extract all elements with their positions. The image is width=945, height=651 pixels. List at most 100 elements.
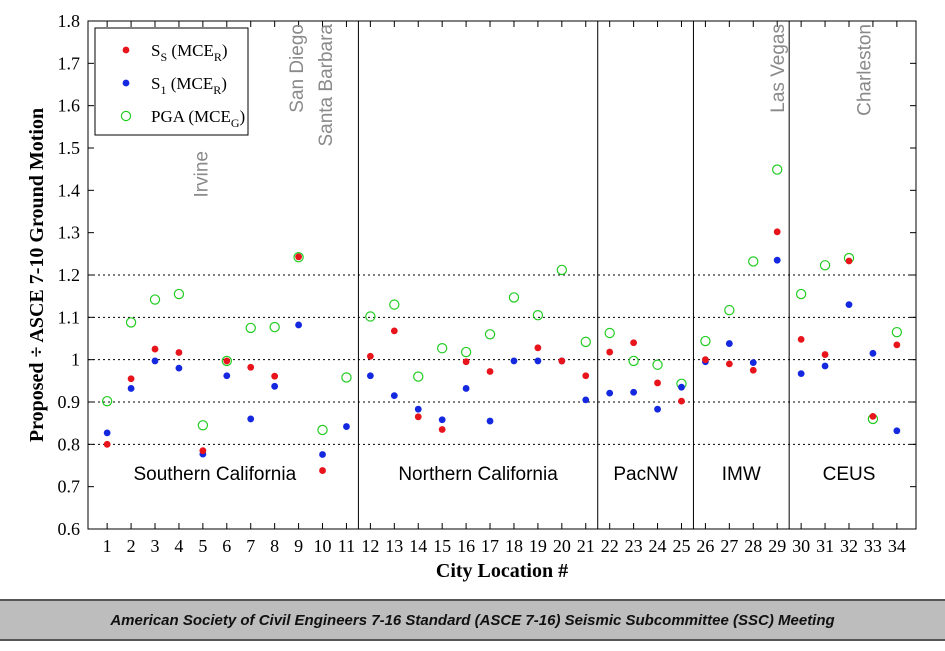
- region-labels: Southern California Northern California Pa…: [134, 464, 876, 485]
- data-point-s1: [869, 349, 877, 357]
- data-point-pga: [724, 304, 735, 316]
- data-point-s1: [390, 392, 398, 400]
- y-tick-label: 1.2: [58, 265, 81, 285]
- data-point-s1: [223, 372, 231, 380]
- legend-box: [94, 27, 249, 136]
- city-annotation: Las Vegas: [768, 24, 789, 113]
- x-tick-label: 30: [792, 536, 810, 556]
- region-label: PacNW: [613, 464, 677, 485]
- y-tick-label: 1.8: [58, 11, 81, 31]
- y-tick-label: 1.3: [58, 223, 81, 243]
- data-point-s1: [414, 405, 422, 413]
- data-point-ss: [893, 341, 901, 349]
- y-tick-label: 1.5: [58, 138, 81, 158]
- x-tick-label: 20: [553, 536, 571, 556]
- x-tick-label: 29: [768, 536, 786, 556]
- data-point-s1: [725, 340, 733, 347]
- footer-banner: American Society of Civil Engineers 7-16…: [0, 599, 945, 641]
- data-point-s1: [893, 427, 901, 435]
- data-point-pga: [700, 335, 711, 347]
- data-point-ss: [247, 363, 255, 371]
- y-tick-label: 0.7: [58, 477, 81, 497]
- y-tick-label: 0.9: [58, 392, 81, 412]
- y-axis-ticks: 0.6 0.7 0.8 0.9 1 1.1 1.2 1.3 1.4 1.5 1.6 1.7 1.8: [58, 11, 916, 539]
- legend-entry-label: SS (MCER): [151, 41, 228, 64]
- city-annotation: Charleston: [854, 24, 875, 116]
- x-tick-label: 28: [744, 536, 762, 556]
- data-point-s1: [606, 389, 614, 397]
- data-point-pga: [628, 355, 639, 367]
- y-tick-label: 1.6: [58, 96, 81, 116]
- data-point-s1: [510, 357, 518, 365]
- data-point-s1: [343, 423, 350, 430]
- data-point-ss: [773, 228, 781, 236]
- region-dividers: [357, 21, 790, 529]
- x-tick-label: 13: [385, 536, 403, 556]
- data-point-pga: [556, 264, 568, 276]
- x-tick-label: 24: [649, 536, 667, 556]
- x-tick-label: 9: [294, 536, 303, 556]
- data-point-s1: [319, 451, 326, 458]
- x-tick-label: 19: [529, 536, 547, 556]
- x-tick-label: 31: [816, 536, 834, 556]
- data-point-pga: [389, 299, 400, 310]
- data-point-ss: [630, 339, 638, 347]
- data-point-pga: [365, 311, 376, 322]
- x-tick-label: 18: [505, 536, 523, 556]
- data-point-pga: [101, 395, 113, 407]
- data-point-ss: [821, 351, 829, 358]
- legend: SS (MCER) S1 (MCER) PGA (MCEG): [94, 27, 249, 136]
- y-axis-title: Proposed ÷ ASCE 7-10 Ground Motion: [26, 108, 48, 442]
- data-point-ss: [606, 348, 614, 356]
- y-tick-label: 1.1: [58, 307, 81, 327]
- data-point-ss: [295, 253, 302, 261]
- x-tick-label: 14: [409, 536, 427, 556]
- x-tick-label: 33: [864, 536, 882, 556]
- data-point-ss: [749, 366, 757, 374]
- data-point-pga: [508, 292, 520, 303]
- data-point-s1: [271, 382, 279, 390]
- data-point-ss: [702, 356, 709, 364]
- legend-entry-label: S1 (MCER): [151, 74, 227, 97]
- data-point-pga: [484, 329, 496, 340]
- region-label: IMW: [722, 464, 761, 485]
- data-point-pga: [269, 321, 280, 333]
- region-label: Southern California: [134, 464, 297, 485]
- data-point-s1: [845, 301, 853, 309]
- data-point-s1: [678, 383, 685, 391]
- data-point-ss: [127, 375, 135, 383]
- data-point-ss: [654, 379, 661, 387]
- data-point-pga: [772, 164, 783, 175]
- data-point-pga: [221, 355, 232, 367]
- y-tick-label: 1.7: [58, 53, 81, 73]
- x-axis-ticks: 1 2 3 4 5 6 7 8 9 10 11 12 13 14 15 16 17 18 19 20 21 22 23 24 2…: [103, 21, 906, 556]
- legend-marker-pga: [120, 110, 132, 122]
- x-tick-label: 23: [625, 536, 643, 556]
- data-point-s1: [821, 362, 829, 370]
- data-point-s1: [295, 321, 302, 329]
- x-tick-label: 12: [361, 536, 379, 556]
- legend-marker: [122, 46, 130, 54]
- data-point-ss: [678, 397, 685, 405]
- data-point-ss: [797, 335, 805, 343]
- data-point-ss: [366, 352, 374, 360]
- data-point-s1: [486, 417, 494, 425]
- y-tick-label: 1: [71, 350, 80, 370]
- data-point-pga: [460, 346, 472, 358]
- x-tick-label: 2: [127, 536, 136, 556]
- x-tick-label: 32: [840, 536, 858, 556]
- x-tick-label: 26: [696, 536, 714, 556]
- x-tick-label: 7: [246, 536, 255, 556]
- data-point-ss: [486, 368, 494, 375]
- data-point-pga: [436, 343, 448, 354]
- x-tick-label: 6: [222, 536, 231, 556]
- data-point-ss: [558, 357, 566, 365]
- data-point-ss: [845, 257, 853, 265]
- data-point-s1: [175, 364, 183, 372]
- data-point-pga: [341, 372, 352, 383]
- x-tick-label: 34: [888, 536, 906, 556]
- data-point-pga: [604, 327, 615, 339]
- data-point-ss: [725, 360, 733, 368]
- y-tick-label: 1.4: [58, 180, 81, 200]
